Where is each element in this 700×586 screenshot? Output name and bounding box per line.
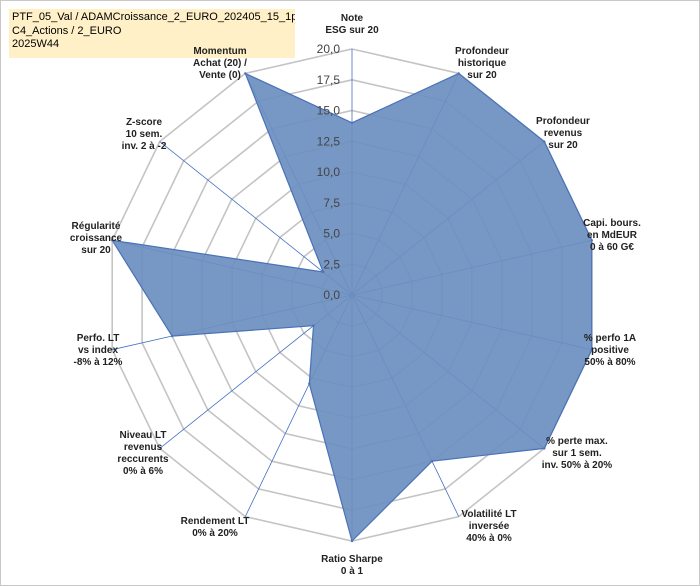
data-point-11 [111,239,114,242]
axis-label-line: % perfo 1A [584,333,636,344]
axis-label-8: Rendement LT0% à 20% [181,516,250,539]
axis-label-line: Note [341,13,364,24]
data-point-10 [170,334,174,338]
data-point-2 [543,140,546,143]
axis-label-line: 0 à 1 [341,566,364,577]
data-point-1 [457,72,460,75]
axis-label-line: 50% à 80% [584,357,635,368]
axis-label-line: Régularité [72,221,121,232]
axis-label-line: Vente (0) [199,70,241,81]
axis-label-line: reccurents [117,454,169,465]
data-point-12 [322,270,325,274]
axis-label-line: Momentum [193,46,246,57]
data-point-6 [430,460,434,463]
axis-label-highlight [190,44,250,57]
axis-label-line: 0 à 60 G€ [590,242,634,253]
axis-label-line: inv. 50% à 20% [542,460,613,471]
axis-label-line: Capi. bours. [583,218,641,229]
data-point-3 [590,239,593,242]
axis-label-line: inv. 2 à -2 [122,141,167,152]
axis-label-line: vs index [78,345,118,356]
data-point-4 [590,348,593,351]
tick-label-0: 0,0 [323,288,340,302]
chart-title-box: PTF_05_Val / ADAMCroissance_2_EURO_20240… [9,9,295,58]
tick-label-7: 17,5 [317,73,341,87]
axis-label-line: sur 20 [467,70,497,81]
spoke-12 [159,141,353,296]
axis-label-line: % perte max. [546,436,608,447]
title-line-3: 2025W44 [12,38,60,50]
axis-label-line: Niveau LT [119,430,166,441]
axis-label-line: Perfo. LT [77,333,120,344]
axis-label-line: sur 1 sem. [552,448,602,459]
tick-label-3: 7,5 [323,196,340,210]
data-point-7 [350,539,354,543]
axis-label-line: Rendement LT [181,516,250,527]
axis-label-line: revenus [124,442,163,453]
axis-label-line: -8% à 12% [74,357,123,368]
tick-label-1: 2,5 [323,257,340,271]
axis-label-line: 0% à 20% [192,528,238,539]
tick-label-8: 20,0 [317,42,341,56]
axis-label-line: Profondeur [536,116,590,127]
data-point-8 [308,382,311,385]
axis-label-line: Volatilité LT [461,509,516,520]
title-line-1: PTF_05_Val / ADAMCroissance_2_EURO_20240… [12,11,295,23]
tick-label-5: 12,5 [317,134,341,148]
axis-label-line: historique [458,58,507,69]
data-point-0 [350,121,354,125]
axis-label-line: croissance [70,233,123,244]
tick-label-6: 15,0 [317,104,341,118]
radar-series [111,72,593,543]
axis-label-line: Profondeur [455,46,509,57]
axis-label-line: inversée [469,521,510,532]
axis-label-line: ESG sur 20 [325,25,379,36]
axis-label-line: Achat (20) / [193,58,247,69]
tick-label-2: 5,0 [323,227,340,241]
tick-label-4: 10,0 [317,165,341,179]
data-point-13 [244,72,247,75]
axis-label-line: 0% à 6% [123,466,163,477]
data-point-9 [312,324,315,327]
radial-tick-labels: 0,0 2,5 5,0 7,5 10,0 12,5 15,0 17,5 20,0 [317,42,341,302]
axis-label-line: positive [591,345,629,356]
data-point-5 [543,447,546,450]
axis-label-line: Z-score [126,117,163,128]
axis-label-line: sur 20 [81,245,111,256]
series-area [111,72,593,543]
axis-label-line: revenus [544,128,583,139]
axis-label-5: % perte max.sur 1 sem.inv. 50% à 20% [542,436,613,471]
axis-label-line: sur 20 [548,140,578,151]
axis-label-line: 10 sem. [126,129,163,140]
axis-label-line: en MdEUR [587,230,638,241]
axis-label-line: 40% à 0% [466,533,512,544]
title-line-2: C4_Actions / 2_EURO [12,24,122,37]
axis-label-line: Ratio Sharpe [321,554,383,565]
